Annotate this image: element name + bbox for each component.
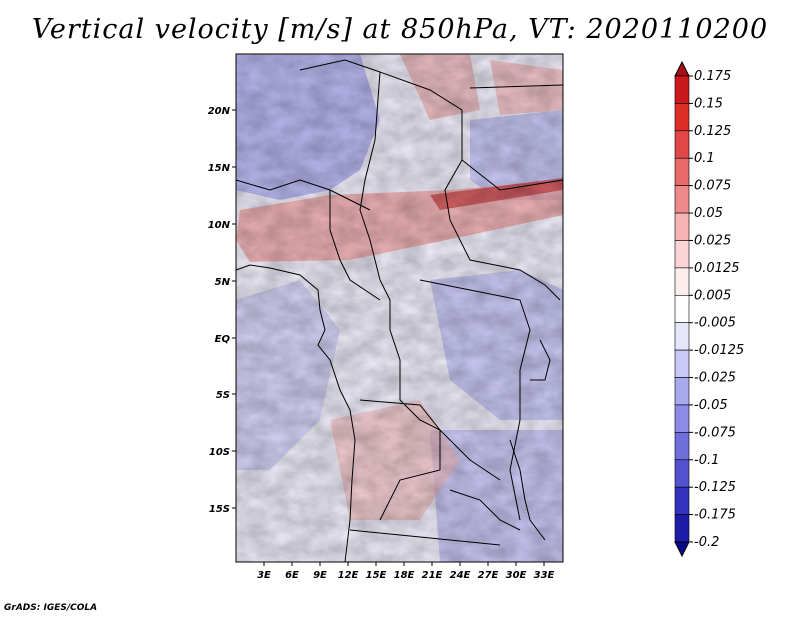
map-frame [235,53,564,563]
colorbar-label: 0.075 [694,179,731,194]
colorbar-label: 0.1 [694,151,715,166]
colorbar-label: -0.1 [694,453,719,468]
lon-label: 12E [338,570,359,581]
lat-label: 20N [208,106,231,117]
lon-axis: 3E 6E 9E 12E 15E 18E 21E 24E 27E 30E 33E [257,562,555,581]
colorbar-label: 0.175 [694,69,731,84]
lat-label: EQ [215,334,231,345]
colorbar-segment [674,157,690,186]
colorbar-segment [674,267,690,296]
country-borders [235,59,564,563]
colorbar-label: -0.005 [694,316,736,331]
colorbar-label: 0.125 [694,124,731,139]
colorbar-segment [674,459,690,488]
colorbar-segment [674,130,690,159]
colorbar-segment [674,349,690,378]
colorbar-label: -0.05 [694,398,728,413]
lon-label: 18E [394,570,415,581]
velocity-field [236,54,563,562]
lon-label: 3E [257,570,271,581]
colorbar-label: 0.025 [694,233,731,248]
lon-label: 21E [422,570,443,581]
lat-label: 15N [208,163,231,174]
lon-label: 6E [285,570,299,581]
colorbar-label: -0.0125 [694,343,744,358]
lon-label: 24E [450,570,471,581]
lat-label: 10N [208,220,231,231]
lon-label: 27E [478,570,499,581]
colorbar-segment [674,185,690,214]
colorbar-segment [674,322,690,351]
lat-label: 15S [209,504,230,515]
colorbar-segment [674,432,690,461]
colorbar-label: -0.175 [694,508,736,523]
colorbar-segment [674,103,690,132]
colorbar-label: 0.005 [694,288,731,303]
colorbar-segment [674,75,690,104]
lon-label: 30E [506,570,527,581]
colorbar-label: -0.125 [694,480,736,495]
lat-label: 5S [216,390,230,401]
colorbar-label: 0.05 [694,206,723,221]
credit-text: GrADS: IGES/COLA [4,603,98,613]
colorbar-bottom-triangle [674,541,690,558]
colorbar-segment [674,294,690,324]
chart-title: Vertical velocity [m/s] at 850hPa, VT: 2… [31,14,769,45]
lat-label: 10S [209,447,230,458]
colorbar-segment [674,212,690,241]
colorbar-label: -0.2 [694,535,719,550]
colorbar-segment [674,404,690,433]
colorbar-segment [674,240,690,269]
lon-label: 15E [366,570,387,581]
colorbar-segment [674,486,690,515]
colorbar-top-triangle [674,60,690,77]
lat-label: 5N [215,277,231,288]
colorbar-label: -0.025 [694,371,736,386]
colorbar-segment [674,377,690,406]
colorbar-label: -0.075 [694,425,736,440]
colorbar-label: 0.15 [694,96,723,111]
lon-label: 33E [534,570,555,581]
colorbar-label: 0.0125 [694,261,740,276]
lon-label: 9E [313,570,327,581]
colorbar-segment [674,514,690,543]
lat-axis: 20N 15N 10N 5N EQ 5S 10S 15S [208,106,236,515]
